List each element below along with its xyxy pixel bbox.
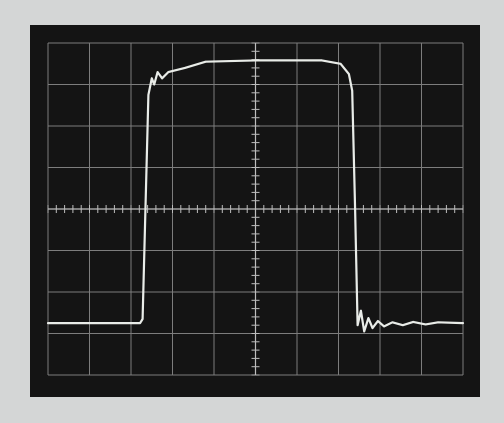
signal-trace [46, 59, 465, 333]
scope-bezel [30, 25, 480, 397]
scope-screen [30, 25, 480, 397]
graticule-center-axes [47, 42, 464, 376]
